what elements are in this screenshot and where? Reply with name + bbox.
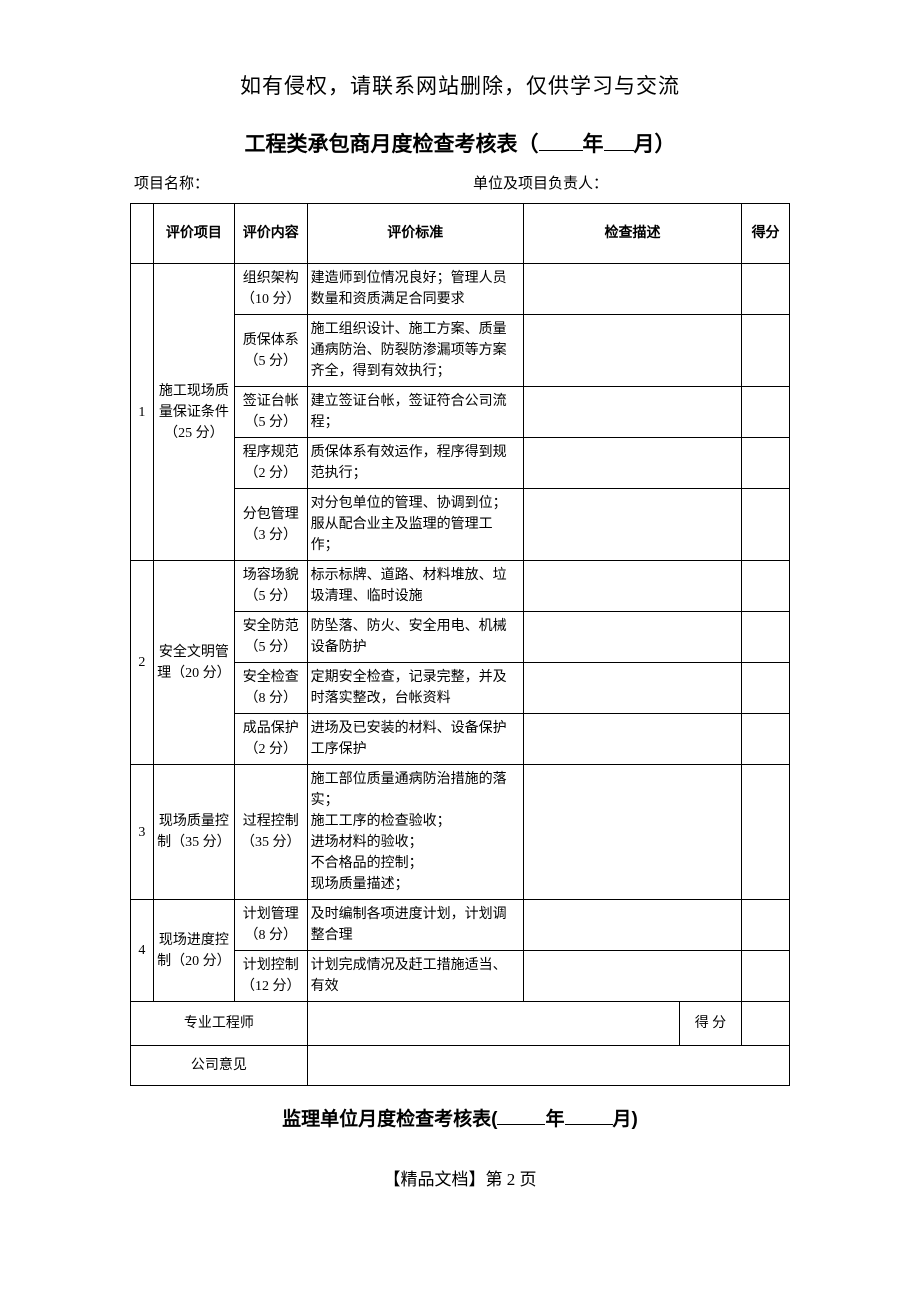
- assessment-table: 评价项目 评价内容 评价标准 检查描述 得分 1施工现场质量保证条件（25 分）…: [130, 203, 790, 1086]
- eval-content: 过程控制（35 分）: [234, 765, 307, 900]
- check-desc-cell: [523, 714, 741, 765]
- check-desc-cell: [523, 951, 741, 1002]
- eval-standard: 施工部位质量通病防治措施的落实； 施工工序的检查验收； 进场材料的验收； 不合格…: [307, 765, 523, 900]
- page-footer: 【精品文档】第 2 页: [130, 1165, 790, 1190]
- engineer-value-cell: [307, 1002, 679, 1046]
- header-score: 得分: [742, 204, 790, 264]
- copyright-notice: 如有侵权，请联系网站删除，仅供学习与交流: [130, 70, 790, 100]
- engineer-label: 专业工程师: [131, 1002, 308, 1046]
- score-cell: [742, 900, 790, 951]
- section-index: 3: [131, 765, 154, 900]
- eval-standard: 质保体系有效运作，程序得到规范执行；: [307, 438, 523, 489]
- owner-label: 单位及项目负责人：: [473, 172, 786, 193]
- title-year-suffix: 年: [583, 133, 604, 156]
- title-prefix: 工程类承包商月度检查考核表（: [245, 133, 539, 156]
- score-cell: [742, 561, 790, 612]
- check-desc-cell: [523, 489, 741, 561]
- check-desc-cell: [523, 315, 741, 387]
- score-cell: [742, 765, 790, 900]
- eval-content: 安全防范（5 分）: [234, 612, 307, 663]
- score-cell: [742, 489, 790, 561]
- section-item: 现场质量控制（35 分）: [153, 765, 234, 900]
- eval-standard: 及时编制各项进度计划，计划调整合理: [307, 900, 523, 951]
- eval-content: 成品保护（2 分）: [234, 714, 307, 765]
- score-cell: [742, 663, 790, 714]
- opinion-label: 公司意见: [131, 1046, 308, 1086]
- check-desc-cell: [523, 663, 741, 714]
- table-row: 1施工现场质量保证条件（25 分）组织架构（10 分）建造师到位情况良好；管理人…: [131, 264, 790, 315]
- subtitle-month-blank: [565, 1108, 613, 1125]
- table-body: 1施工现场质量保证条件（25 分）组织架构（10 分）建造师到位情况良好；管理人…: [131, 264, 790, 1086]
- header-content: 评价内容: [234, 204, 307, 264]
- table-row: 3现场质量控制（35 分）过程控制（35 分）施工部位质量通病防治措施的落实； …: [131, 765, 790, 900]
- check-desc-cell: [523, 612, 741, 663]
- score-cell: [742, 315, 790, 387]
- year-blank: [539, 130, 583, 151]
- eval-content: 组织架构（10 分）: [234, 264, 307, 315]
- check-desc-cell: [523, 900, 741, 951]
- section-item: 现场进度控制（20 分）: [153, 900, 234, 1002]
- section-index: 2: [131, 561, 154, 765]
- header-item: 评价项目: [153, 204, 234, 264]
- eval-content: 计划控制（12 分）: [234, 951, 307, 1002]
- project-name-label: 项目名称：: [134, 172, 473, 193]
- eval-standard: 定期安全检查，记录完整，并及时落实整改，台帐资料: [307, 663, 523, 714]
- score-cell: [742, 951, 790, 1002]
- section-item: 安全文明管理（20 分）: [153, 561, 234, 765]
- section-item: 施工现场质量保证条件（25 分）: [153, 264, 234, 561]
- eval-content: 安全检查（8 分）: [234, 663, 307, 714]
- opinion-value-cell: [307, 1046, 789, 1086]
- main-title: 工程类承包商月度检查考核表（ 年 月）: [130, 128, 790, 158]
- score-cell: [742, 612, 790, 663]
- score-cell: [742, 264, 790, 315]
- check-desc-cell: [523, 387, 741, 438]
- table-row: 2安全文明管理（20 分）场容场貌（5 分）标示标牌、道路、材料堆放、垃圾清理、…: [131, 561, 790, 612]
- eval-standard: 计划完成情况及赶工措施适当、有效: [307, 951, 523, 1002]
- eval-content: 计划管理（8 分）: [234, 900, 307, 951]
- opinion-row: 公司意见: [131, 1046, 790, 1086]
- eval-standard: 对分包单位的管理、协调到位；服从配合业主及监理的管理工作；: [307, 489, 523, 561]
- eval-content: 签证台帐（5 分）: [234, 387, 307, 438]
- eval-standard: 进场及已安装的材料、设备保护工序保护: [307, 714, 523, 765]
- score-cell: [742, 387, 790, 438]
- eval-standard: 建立签证台帐，签证符合公司流程；: [307, 387, 523, 438]
- check-desc-cell: [523, 438, 741, 489]
- subtitle-year-blank: [497, 1108, 545, 1125]
- eval-content: 场容场貌（5 分）: [234, 561, 307, 612]
- document-page: 如有侵权，请联系网站删除，仅供学习与交流 工程类承包商月度检查考核表（ 年 月） 项…: [0, 0, 920, 1230]
- eval-content: 程序规范（2 分）: [234, 438, 307, 489]
- eval-standard: 施工组织设计、施工方案、质量通病防治、防裂防渗漏项等方案齐全，得到有效执行；: [307, 315, 523, 387]
- subtitle-prefix: 监理单位月度检查考核表(: [282, 1109, 497, 1130]
- check-desc-cell: [523, 765, 741, 900]
- section-index: 1: [131, 264, 154, 561]
- check-desc-cell: [523, 264, 741, 315]
- check-desc-cell: [523, 561, 741, 612]
- eval-standard: 建造师到位情况良好；管理人员数量和资质满足合同要求: [307, 264, 523, 315]
- eval-standard: 标示标牌、道路、材料堆放、垃圾清理、临时设施: [307, 561, 523, 612]
- subtitle-year-suffix: 年: [545, 1109, 564, 1130]
- header-idx: [131, 204, 154, 264]
- score-cell: [742, 438, 790, 489]
- subtitle: 监理单位月度检查考核表( 年 月): [130, 1104, 790, 1131]
- header-row: 评价项目 评价内容 评价标准 检查描述 得分: [131, 204, 790, 264]
- total-score-cell: [742, 1002, 790, 1046]
- header-desc: 检查描述: [523, 204, 741, 264]
- eval-standard: 防坠落、防火、安全用电、机械设备防护: [307, 612, 523, 663]
- eval-content: 分包管理（3 分）: [234, 489, 307, 561]
- subtitle-month-suffix: 月): [613, 1109, 638, 1130]
- title-month-suffix: 月）: [634, 133, 676, 156]
- total-score-label: 得 分: [679, 1002, 741, 1046]
- month-blank: [604, 130, 634, 151]
- meta-row: 项目名称： 单位及项目负责人：: [130, 172, 790, 193]
- table-row: 4现场进度控制（20 分）计划管理（8 分）及时编制各项进度计划，计划调整合理: [131, 900, 790, 951]
- engineer-row: 专业工程师 得 分: [131, 1002, 790, 1046]
- eval-content: 质保体系（5 分）: [234, 315, 307, 387]
- section-index: 4: [131, 900, 154, 1002]
- header-standard: 评价标准: [307, 204, 523, 264]
- score-cell: [742, 714, 790, 765]
